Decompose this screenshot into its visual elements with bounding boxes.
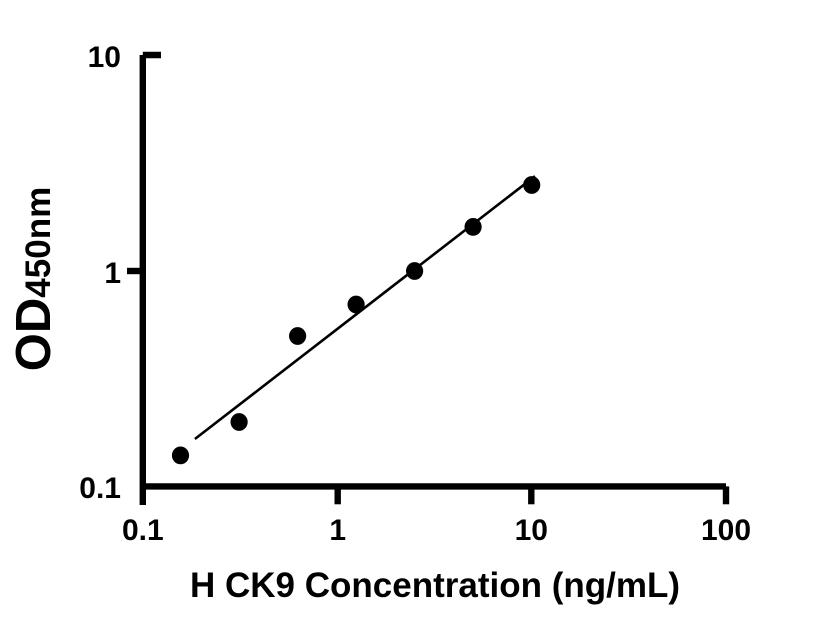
svg-text:1: 1 xyxy=(329,514,346,547)
svg-text:10: 10 xyxy=(88,41,121,74)
svg-text:0.1: 0.1 xyxy=(79,472,121,505)
svg-text:H CK9 Concentration (ng/mL): H CK9 Concentration (ng/mL) xyxy=(190,566,680,605)
svg-text:10: 10 xyxy=(515,514,548,547)
svg-text:1: 1 xyxy=(104,257,121,290)
svg-text:0.1: 0.1 xyxy=(122,514,164,547)
svg-text:OD450nm: OD450nm xyxy=(7,187,61,371)
svg-text:100: 100 xyxy=(701,514,751,547)
